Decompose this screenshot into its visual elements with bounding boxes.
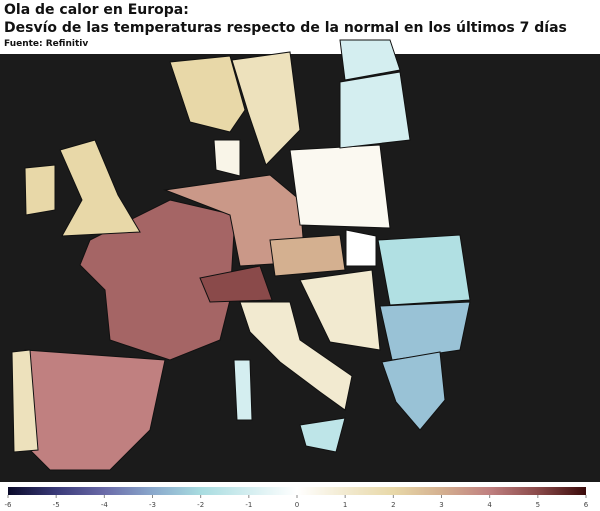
region <box>11 349 39 453</box>
colorbar-tick-label: -6 <box>5 501 13 509</box>
region <box>377 234 471 306</box>
colorbar-tick-label: 4 <box>487 501 492 509</box>
region <box>233 359 253 421</box>
colorbar-tick-label: 0 <box>295 501 299 509</box>
region <box>213 139 241 177</box>
region <box>381 351 446 431</box>
colorbar-tick-label: 1 <box>343 501 347 509</box>
colorbar-tick-label: -5 <box>53 501 60 509</box>
region <box>199 265 273 303</box>
region <box>339 71 411 149</box>
region <box>79 199 236 361</box>
region <box>169 55 246 133</box>
colorbar-tick-label: -1 <box>245 501 252 509</box>
region <box>239 301 353 411</box>
region <box>24 164 56 216</box>
colorbar-tick-label: 5 <box>536 501 540 509</box>
region <box>59 139 141 237</box>
title: Ola de calor en Europa: <box>4 2 189 18</box>
region <box>345 229 377 267</box>
colorbar-tick-label: 2 <box>391 501 395 509</box>
subtitle: Desvío de las temperaturas respecto de l… <box>4 20 567 36</box>
source: Fuente: Refinitiv <box>4 39 89 49</box>
colorbar-tick-label: 3 <box>439 501 443 509</box>
colorbar-tick-label: -2 <box>197 501 204 509</box>
region <box>299 417 346 453</box>
colorbar-tick-label: -3 <box>149 501 156 509</box>
region <box>231 51 301 166</box>
colorbar <box>8 487 586 495</box>
region <box>339 39 401 81</box>
region <box>299 269 381 351</box>
region <box>379 301 471 361</box>
region <box>269 234 346 277</box>
colorbar-tick-label: -4 <box>101 501 109 509</box>
colorbar-tick-label: 6 <box>584 501 589 509</box>
region <box>289 144 391 229</box>
